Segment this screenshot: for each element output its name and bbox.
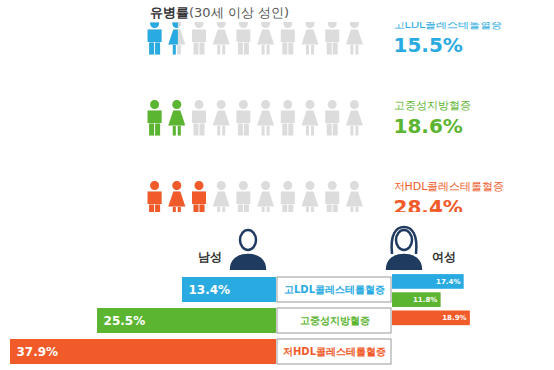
svg-text:15.5%: 15.5% [394, 33, 463, 57]
html-text:유병률(30세 이상 성인): 유병률(30세 이상 성인) [150, 5, 289, 20]
html-text:여성: 여성 [432, 250, 456, 264]
svg-text:고LDL콜레스테롤혈증: 고LDL콜레스테롤혈증 [284, 284, 385, 295]
svg-text:저HDL콜레스테롤혈증: 저HDL콜레스테롤혈증 [283, 346, 386, 357]
svg-text:저HDL콜레스테롤혈증: 저HDL콜레스테롤혈증 [394, 180, 505, 193]
svg-text:28.4%: 28.4% [394, 195, 463, 212]
svg-text:13.4%: 13.4% [188, 283, 230, 297]
svg-text:18.6%: 18.6% [394, 114, 463, 138]
svg-text:37.9%: 37.9% [17, 345, 59, 359]
svg-text:고중성지방혈증: 고중성지방혈증 [394, 99, 471, 112]
svg-text:고LDL콜레스테롤혈증: 고LDL콜레스테롤혈증 [394, 22, 503, 31]
svg-text:25.5%: 25.5% [104, 314, 146, 328]
svg-text:고중성지방혈증: 고중성지방혈증 [300, 315, 370, 326]
html-text:남성: 남성 [198, 250, 222, 264]
svg-text:11.8%: 11.8% [413, 295, 437, 304]
svg-text:18.9%: 18.9% [442, 313, 466, 322]
svg-text:17.4%: 17.4% [436, 277, 460, 286]
